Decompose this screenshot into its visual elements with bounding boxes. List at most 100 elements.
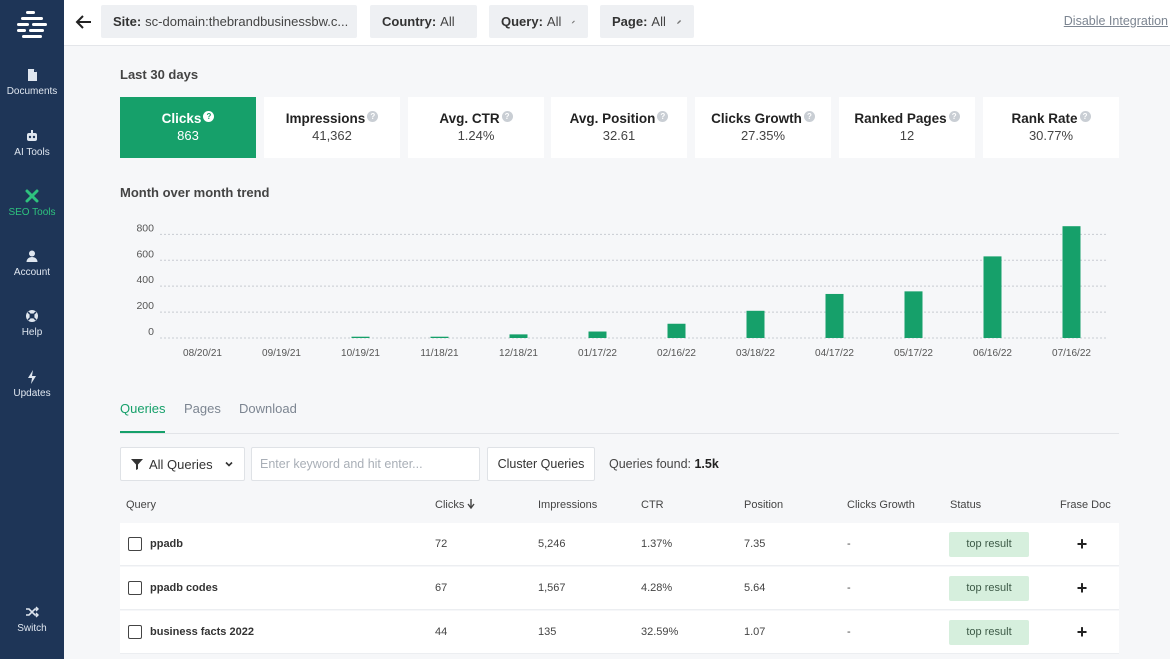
column-header-position[interactable]: Position [744,499,784,511]
x-tick-label: 10/19/21 [341,348,380,359]
sidebar-item-documents[interactable]: Documents [0,68,64,97]
sidebar-item-label: AI Tools [14,147,50,158]
pencil-icon [676,19,681,24]
stat-label: Avg. Position [569,111,656,126]
y-tick-label: 0 [148,326,154,338]
x-tick-label: 06/16/22 [973,348,1012,359]
lifebuoy-icon [26,310,38,322]
column-header-label: Clicks [435,499,465,511]
chart-bar[interactable] [273,337,291,338]
row-checkbox[interactable] [128,537,142,551]
column-header-query[interactable]: Query [126,499,156,511]
row-checkbox[interactable] [128,581,142,595]
stat-card-ranked-pages[interactable]: Ranked Pages? 12 [839,97,975,158]
stat-card-clicks[interactable]: Clicks? 863 [120,97,256,158]
back-arrow-icon[interactable] [74,12,94,32]
ctr-cell: 32.59% [641,626,679,638]
help-icon[interactable]: ? [657,111,669,122]
column-header-clicks-growth[interactable]: Clicks Growth [847,499,915,511]
status-badge: top result [949,532,1029,557]
y-tick-label: 600 [136,248,154,260]
column-header-frase-doc: Frase Doc [1060,499,1111,511]
chart-bar[interactable] [430,336,449,338]
add-frase-doc-icon[interactable]: + [1076,534,1088,554]
x-tick-label: 01/17/22 [578,348,617,359]
chart-bar[interactable] [904,291,923,338]
chart-bar[interactable] [588,331,607,338]
stat-value: 32.61 [602,128,636,143]
help-icon[interactable]: ? [948,111,960,122]
sidebar-item-updates[interactable]: Updates [0,370,64,399]
sidebar-item-account[interactable]: Account [0,249,64,278]
period-label: Last 30 days [120,67,199,82]
stat-card-avg-ctr[interactable]: Avg. CTR? 1.24% [408,97,544,158]
disable-integration-link[interactable]: Disable Integration [1063,14,1168,28]
pencil-icon [572,19,576,24]
document-icon [28,69,37,81]
chart-bar[interactable] [667,323,686,338]
help-icon[interactable]: ? [203,111,215,122]
x-tick-label: 08/20/21 [183,348,222,359]
stat-card-avg-position[interactable]: Avg. Position? 32.61 [551,97,687,158]
chart-bar[interactable] [509,334,528,338]
sidebar-item-switch[interactable]: Switch [0,605,64,634]
add-frase-doc-icon[interactable]: + [1076,578,1088,598]
clicks-cell: 72 [435,538,448,550]
chart-bar[interactable] [194,337,212,338]
query-filter[interactable]: Query: All [489,5,588,38]
top-bar: Site: sc-domain:thebrandbusinessbw.c... … [64,0,1170,46]
sort-down-icon [467,499,475,510]
stat-card-impressions[interactable]: Impressions? 41,362 [264,97,400,158]
cluster-queries-button[interactable]: Cluster Queries [487,447,595,481]
stat-card-clicks-growth[interactable]: Clicks Growth? 27.35% [695,97,831,158]
y-tick-label: 200 [136,300,154,312]
add-frase-doc-icon[interactable]: + [1076,622,1088,642]
stat-value: 12 [899,128,915,143]
stat-label: Clicks [161,111,202,126]
sidebar-item-label: Account [13,267,51,278]
table-row[interactable]: business facts 2022 44 135 32.59% 1.07 -… [120,611,1119,654]
keyword-search-input[interactable] [251,447,480,481]
robot-icon [27,130,37,141]
column-header-ctr[interactable]: CTR [641,499,664,511]
country-filter-value: All [440,14,455,29]
chart-bar[interactable] [746,310,765,338]
y-tick-label: 800 [136,222,154,234]
help-icon[interactable]: ? [501,111,513,122]
query-cell: ppadb codes [150,582,218,594]
sidebar-item-ai-tools[interactable]: AI Tools [0,129,64,158]
page-filter[interactable]: Page: All [600,5,694,38]
tab-queries[interactable]: Queries [120,401,166,416]
frase-logo-icon[interactable] [14,8,50,44]
impressions-cell: 135 [538,626,557,638]
x-tick-label: 09/19/21 [262,348,301,359]
row-checkbox[interactable] [128,625,142,639]
tab-download[interactable]: Download [239,401,297,416]
help-icon[interactable]: ? [367,111,379,122]
column-header-impressions[interactable]: Impressions [538,499,598,511]
y-tick-label: 400 [136,274,154,286]
table-row[interactable]: ppadb codes 67 1,567 4.28% 5.64 - top re… [120,567,1119,610]
query-filter-select[interactable]: All Queries [120,447,245,481]
stat-card-rank-rate[interactable]: Rank Rate? 30.77% [983,97,1119,158]
sidebar-item-help[interactable]: Help [0,309,64,338]
chevron-down-icon [225,461,233,467]
help-icon[interactable]: ? [1079,111,1091,122]
column-header-clicks[interactable]: Clicks [435,499,475,511]
chart-bar[interactable] [351,336,370,338]
site-filter[interactable]: Site: sc-domain:thebrandbusinessbw.c... [101,5,357,38]
column-header-status[interactable]: Status [950,499,982,511]
x-tick-label: 02/16/22 [657,348,696,359]
page-filter-label: Page: [612,14,648,29]
chart-bar[interactable] [983,256,1002,338]
stat-label: Ranked Pages [854,111,947,126]
country-filter[interactable]: Country: All [370,5,477,38]
chart-bar[interactable] [825,293,844,338]
status-badge: top result [949,576,1029,601]
table-row[interactable]: ppadb 72 5,246 1.37% 7.35 - top result + [120,523,1119,566]
sidebar-item-seo-tools[interactable]: SEO Tools [0,189,64,218]
help-icon[interactable]: ? [803,111,815,122]
stat-value: 1.24% [457,128,495,143]
tab-pages[interactable]: Pages [184,401,221,416]
chart-bar[interactable] [1062,226,1081,338]
